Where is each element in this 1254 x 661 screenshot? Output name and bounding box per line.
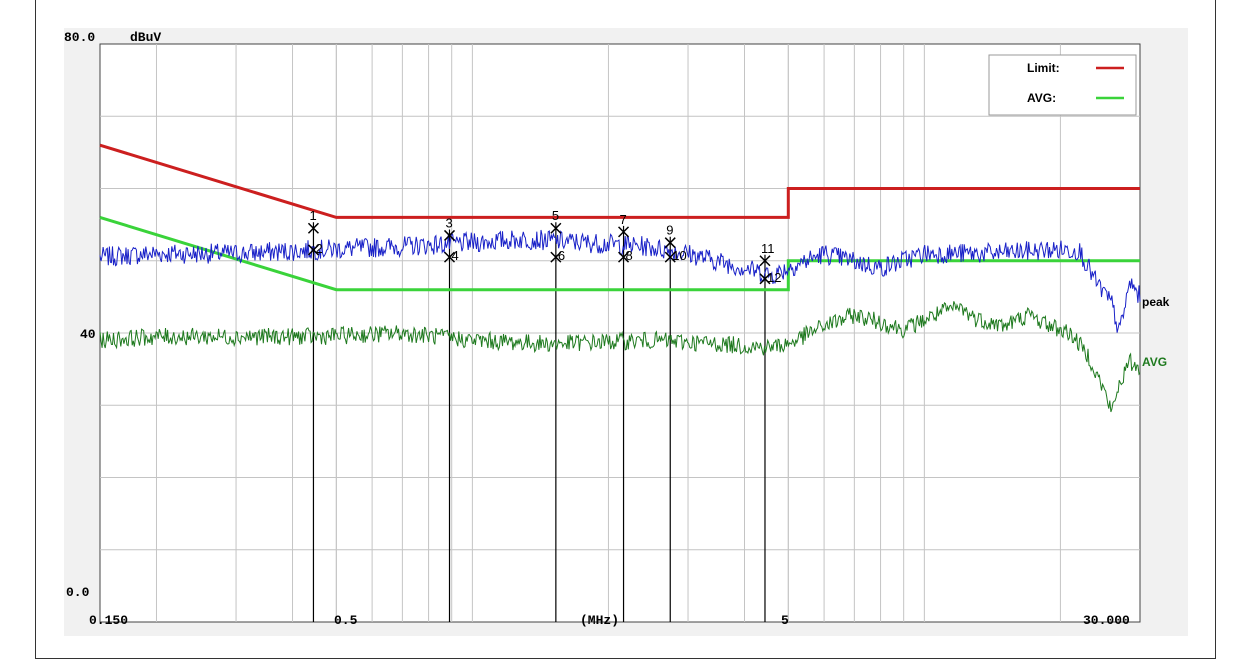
axis-labels: 80.0 dBuV 40 0.0 0.150 0.5 (MHz) 5 30.00… <box>64 30 1130 628</box>
marker-label-4: 4 <box>452 248 459 263</box>
marker-label-7: 7 <box>620 212 627 227</box>
legend-box <box>988 54 1137 116</box>
x-tick-label-0-5: 0.5 <box>334 613 358 628</box>
marker-label-10: 10 <box>672 248 686 263</box>
legend-label-avg: AVG: <box>1027 91 1056 105</box>
marker-label-8: 8 <box>626 248 633 263</box>
marker-label-11: 11 <box>761 241 775 256</box>
marker-label-6: 6 <box>558 248 565 263</box>
marker-point-6 <box>550 251 562 263</box>
marker-label-3: 3 <box>446 215 453 230</box>
series-line-limit <box>99 143 1140 219</box>
marker-point-12 <box>759 273 771 285</box>
marker-label-5: 5 <box>552 208 559 223</box>
marker-point-9 <box>664 237 676 249</box>
marker-point-11 <box>759 255 771 267</box>
y-tick-label-top: 80.0 <box>64 30 95 45</box>
marker-point-10 <box>664 251 676 263</box>
marker-label-1: 1 <box>309 208 316 223</box>
marker-point-2 <box>307 244 319 256</box>
y-axis-unit: dBuV <box>130 30 161 45</box>
marker-lines <box>312 222 766 622</box>
marker-label-12: 12 <box>767 270 781 285</box>
x-tick-label-5: 5 <box>781 613 789 628</box>
marker-point-5 <box>550 222 562 234</box>
y-tick-label-mid: 40 <box>80 327 96 342</box>
marker-point-1 <box>307 222 319 234</box>
marker-point-7 <box>618 226 630 238</box>
marker-point-8 <box>618 251 630 263</box>
series-line-avg-limit <box>99 215 1140 292</box>
trace-label-avg: AVG <box>1142 355 1167 369</box>
marker-point-3 <box>443 229 456 241</box>
x-tick-label-end: 30.000 <box>1083 613 1130 628</box>
x-axis-unit: (MHz) <box>580 613 619 628</box>
y-tick-label-bottom: 0.0 <box>66 585 90 600</box>
series-line-avg <box>99 301 1141 413</box>
legend: Limit: AVG: <box>988 54 1137 116</box>
marker-point-4 <box>443 251 456 263</box>
trace-label-peak: peak <box>1142 295 1170 309</box>
marker-label-2: 2 <box>315 241 322 256</box>
legend-label-limit: Limit: <box>1027 61 1060 75</box>
marker-label-9: 9 <box>666 223 673 238</box>
x-tick-label-start: 0.150 <box>89 613 128 628</box>
